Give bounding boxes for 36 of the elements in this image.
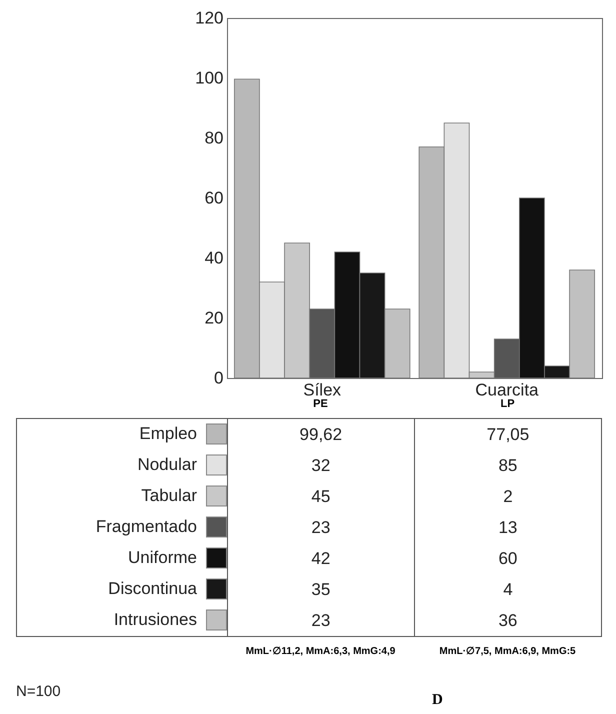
legend-label: Uniforme <box>128 548 197 567</box>
data-label: 23 <box>227 512 414 543</box>
text: MmL·∅7,5, MmA:6,9, MmG:5 <box>438 645 577 657</box>
text: LP <box>499 398 516 412</box>
data-label: 36 <box>414 605 602 636</box>
x-tick-label: Sílex <box>303 380 342 400</box>
y-tick-label: 40 <box>204 248 224 268</box>
data-label: 42 <box>227 543 414 574</box>
legend-label: Nodular <box>137 455 198 474</box>
data-label: 23 <box>227 605 414 636</box>
legend-label: Fragmentado <box>96 517 197 536</box>
data-label: 4 <box>414 574 602 605</box>
x-tick-label: Cuarcita <box>475 380 540 400</box>
data-label: 85 <box>414 450 602 481</box>
text: MmL·∅11,2, MmA:6,3, MmG:4,9 <box>244 645 396 657</box>
y-tick-label: 60 <box>204 188 224 208</box>
data-label: 99,62 <box>227 418 414 450</box>
y-tick-label: 120 <box>195 8 224 28</box>
legend-label: Tabular <box>141 486 198 505</box>
data-label: 45 <box>227 481 414 512</box>
text: PE <box>312 398 329 412</box>
legend-label: Intrusiones <box>114 610 197 629</box>
data-label: 13 <box>414 512 602 543</box>
data-label: 2 <box>414 481 602 512</box>
data-label: 32 <box>227 450 414 481</box>
text: N=100 <box>16 683 61 700</box>
data-label: 35 <box>227 574 414 605</box>
y-tick-label: 0 <box>214 368 224 388</box>
text: D <box>432 692 443 709</box>
y-tick-label: 80 <box>204 128 224 148</box>
data-label: 77,05 <box>414 418 602 450</box>
data-label: 60 <box>414 543 602 574</box>
legend-label: Discontinua <box>108 579 198 598</box>
y-tick-label: 20 <box>204 308 224 328</box>
legend-label: Empleo <box>139 424 197 443</box>
y-tick-label: 100 <box>195 68 224 88</box>
